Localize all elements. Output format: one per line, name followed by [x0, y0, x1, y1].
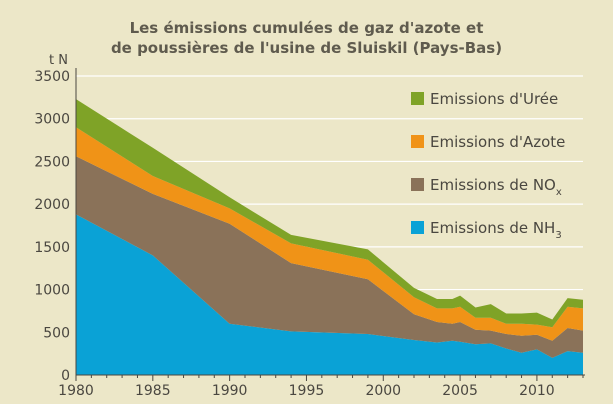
area-series-1: [76, 214, 583, 375]
x-tick-label-1985: 1985: [135, 383, 171, 399]
chart-title-line-2: de poussières de l'usine de Sluiskil (Pa…: [110, 39, 503, 57]
area-series-2: [76, 156, 583, 358]
y-tick-label-3500: 3500: [34, 69, 70, 85]
legend-label-1: Emissions d'Urée: [430, 90, 558, 108]
y-tick-label-1500: 1500: [34, 240, 70, 256]
y-axis-unit-label: t N: [49, 53, 68, 68]
legend-swatch-2: [411, 135, 424, 148]
x-tick-label-2000: 2000: [365, 383, 401, 399]
legend-label-2: Emissions d'Azote: [430, 133, 565, 151]
legend-label-4: Emissions de NH3: [430, 219, 562, 241]
y-tick-label-0: 0: [61, 368, 70, 384]
legend-label-3: Emissions de NOx: [430, 176, 562, 198]
y-tick-label-3000: 3000: [34, 112, 70, 128]
x-tick-label-1995: 1995: [289, 383, 325, 399]
y-tick-label-500: 500: [43, 325, 70, 341]
x-tick-label-2005: 2005: [442, 383, 478, 399]
chart-title: Les émissions cumulées de gaz d'azote et…: [0, 18, 613, 58]
legend-swatch-1: [411, 92, 424, 105]
y-tick-label-1000: 1000: [34, 283, 70, 299]
y-tick-label-2000: 2000: [34, 197, 70, 213]
x-tick-label-1980: 1980: [58, 383, 94, 399]
legend-swatch-3: [411, 178, 424, 191]
x-tick-label-1990: 1990: [212, 383, 248, 399]
legend-swatch-4: [411, 221, 424, 234]
x-tick-label-2010: 2010: [519, 383, 555, 399]
y-tick-label-2500: 2500: [34, 154, 70, 170]
chart-title-line-1: Les émissions cumulées de gaz d'azote et: [129, 19, 484, 37]
